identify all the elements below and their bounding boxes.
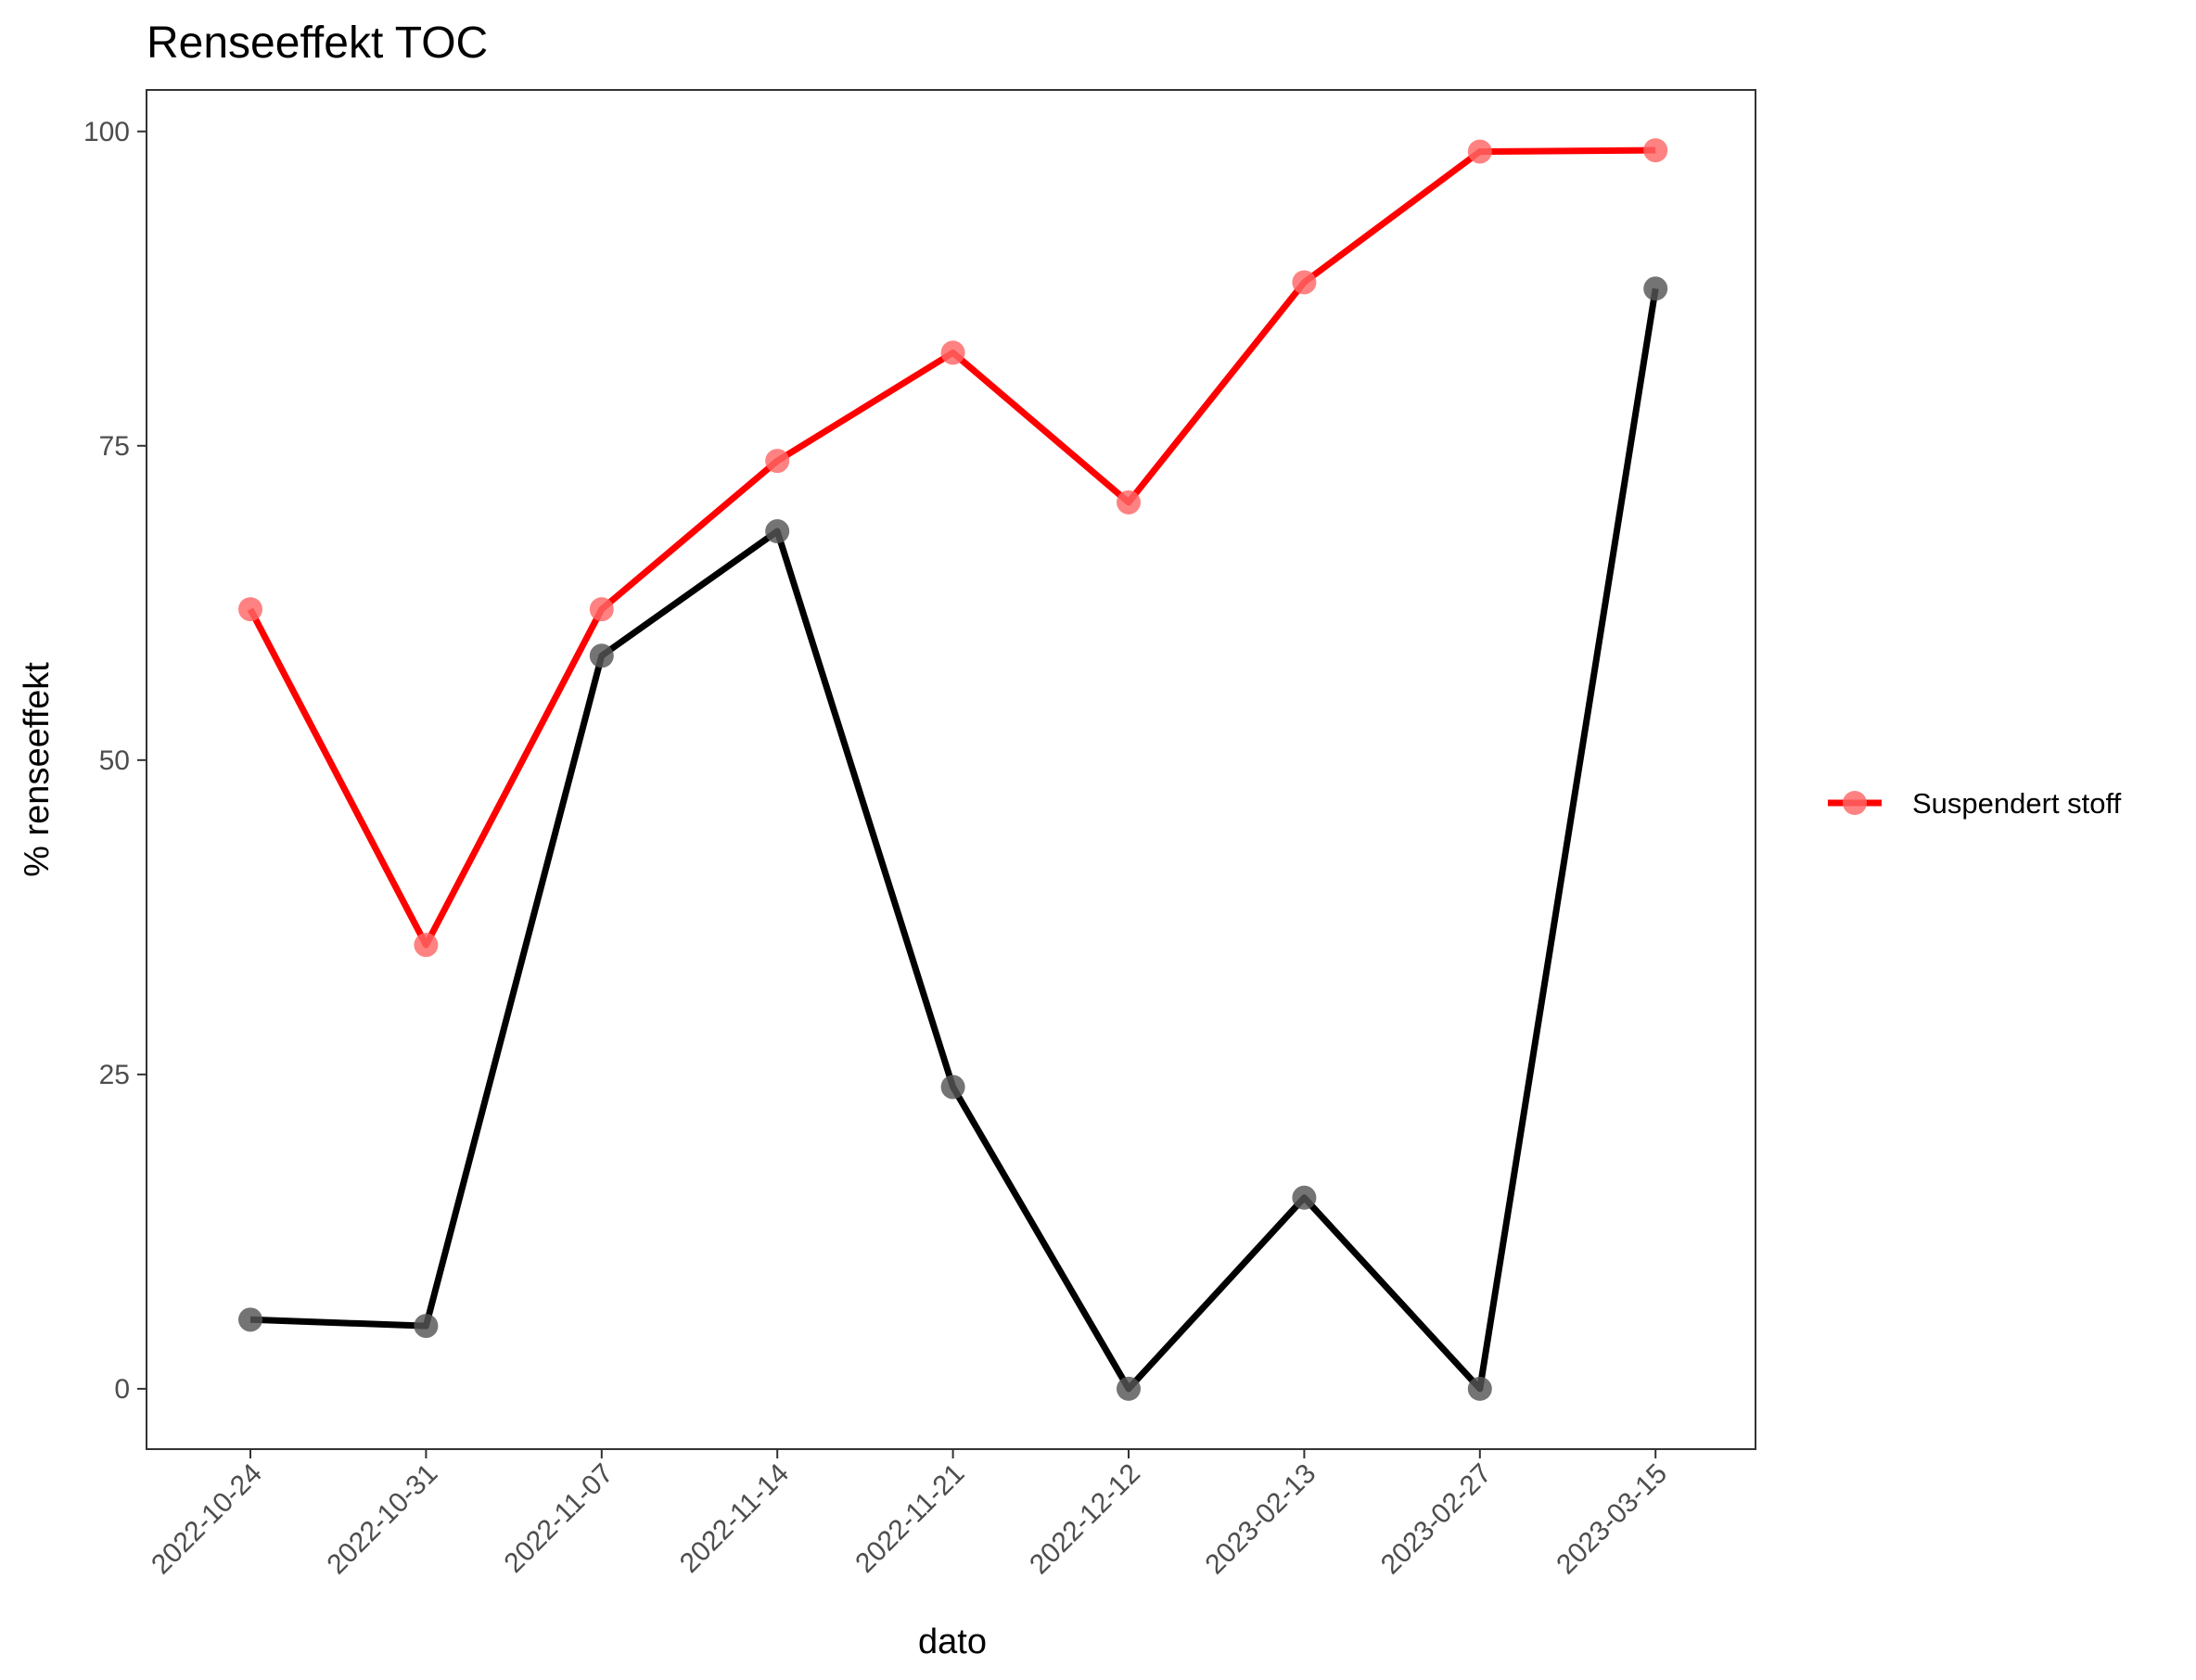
data-point (1292, 1185, 1317, 1210)
data-point (238, 597, 262, 622)
y-tick-label: 25 (99, 1060, 130, 1090)
data-point (765, 449, 790, 474)
series-1 (238, 138, 1668, 958)
y-tick-label: 50 (99, 745, 130, 776)
x-tick-label: 2023-02-13 (1199, 1458, 1321, 1581)
legend-key-point (1843, 791, 1867, 815)
y-axis-title: % renseeffekt (18, 662, 57, 877)
x-tick-label: 2022-11-21 (849, 1458, 970, 1579)
series-layer (238, 138, 1668, 1401)
data-point (1117, 1376, 1141, 1401)
legend: Suspendert stoff (1828, 787, 2122, 820)
x-tick-label: 2023-02-27 (1375, 1458, 1498, 1581)
series-0 (238, 276, 1668, 1401)
x-tick-label: 2022-11-07 (498, 1458, 619, 1579)
data-point (414, 933, 439, 958)
plot-panel (146, 89, 1756, 1450)
y-tick-label: 75 (99, 431, 130, 462)
data-point (1467, 1376, 1492, 1401)
data-point (414, 1314, 439, 1339)
data-point (940, 340, 965, 365)
x-axis: 2022-10-24 2022-10-31 2022-11-07 2022-11-14… (146, 1449, 1673, 1580)
x-tick-label: 2023-03-15 (1551, 1458, 1673, 1581)
data-point (589, 597, 614, 622)
data-point (589, 643, 614, 668)
data-point (1643, 276, 1668, 301)
data-point (1292, 270, 1317, 295)
data-point (238, 1307, 262, 1332)
data-point (765, 519, 790, 544)
x-tick-label: 2022-10-24 (146, 1458, 268, 1581)
y-tick-label: 100 (83, 117, 130, 147)
y-tick-label: 0 (114, 1374, 130, 1405)
x-tick-label: 2022-11-14 (674, 1458, 795, 1579)
x-axis-title: dato (918, 1623, 987, 1661)
data-point (1643, 138, 1668, 163)
legend-item: Suspendert stoff (1828, 787, 2122, 820)
chart-title: Renseeffekt TOC (147, 19, 488, 68)
y-axis: 0 25 50 75 100 (83, 117, 147, 1405)
data-point (1117, 490, 1141, 515)
data-point (1467, 139, 1492, 164)
series-line (249, 287, 1659, 1393)
data-point (940, 1075, 965, 1100)
legend-label: Suspendert stoff (1912, 787, 2122, 820)
x-tick-label: 2022-12-12 (1024, 1458, 1146, 1581)
series-line (247, 146, 1656, 948)
x-tick-label: 2022-10-31 (321, 1458, 443, 1581)
